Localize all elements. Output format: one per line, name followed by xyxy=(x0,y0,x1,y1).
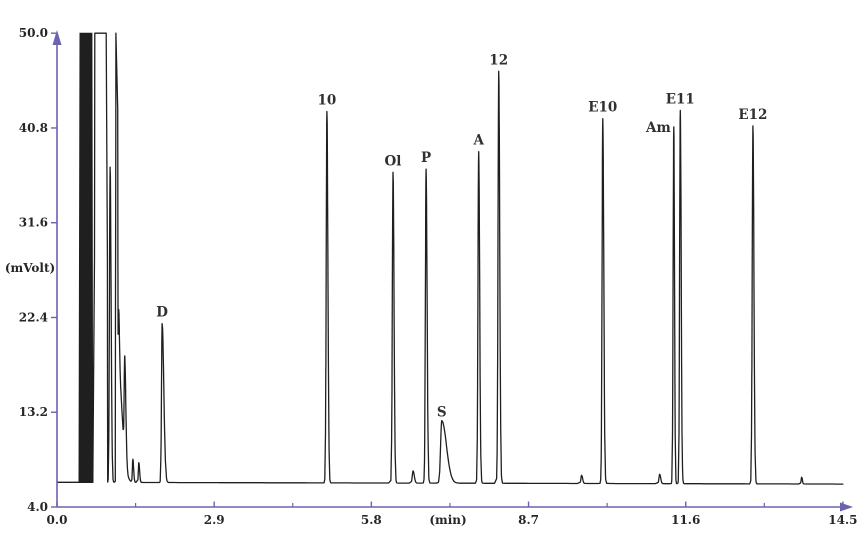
x-tick-label-8.7: 8.7 xyxy=(518,513,539,527)
peak-label-E10: E10 xyxy=(588,100,617,116)
peak-label-S: S xyxy=(437,405,447,421)
peak-label-E11: E11 xyxy=(666,91,695,107)
peak-label-A: A xyxy=(472,133,484,149)
x-tick-label-14.5: 14.5 xyxy=(828,513,857,527)
peak-label-E12: E12 xyxy=(738,107,767,123)
y-axis-unit-label: (mVolt) xyxy=(5,261,55,275)
x-axis-unit-label: (min) xyxy=(429,513,466,527)
peak-label-Ol: Ol xyxy=(385,153,402,169)
y-tick-label-22.4: 22.4 xyxy=(19,310,48,324)
y-tick-label-4: 4.0 xyxy=(27,500,48,514)
y-axis-arrow xyxy=(52,30,62,45)
x-tick-label-5.8: 5.8 xyxy=(361,513,382,527)
x-tick-label-2.9: 2.9 xyxy=(204,513,225,527)
x-tick-label-0: 0.0 xyxy=(47,513,68,527)
y-tick-label-31.6: 31.6 xyxy=(19,216,48,230)
peak-label-D: D xyxy=(156,305,168,321)
solvent-front-band xyxy=(78,32,94,483)
y-tick-label-40.8: 40.8 xyxy=(19,121,48,135)
peak-label-Am: Am xyxy=(645,120,671,136)
peak-label-P: P xyxy=(421,150,431,166)
peak-label-12: 12 xyxy=(489,52,508,68)
x-tick-label-11.6: 11.6 xyxy=(671,513,700,527)
peak-label-10: 10 xyxy=(318,93,337,109)
x-axis-arrow xyxy=(840,502,853,512)
y-tick-label-50: 50.0 xyxy=(19,26,48,40)
chromatogram-trace xyxy=(56,32,844,485)
y-tick-label-13.2: 13.2 xyxy=(19,405,48,419)
